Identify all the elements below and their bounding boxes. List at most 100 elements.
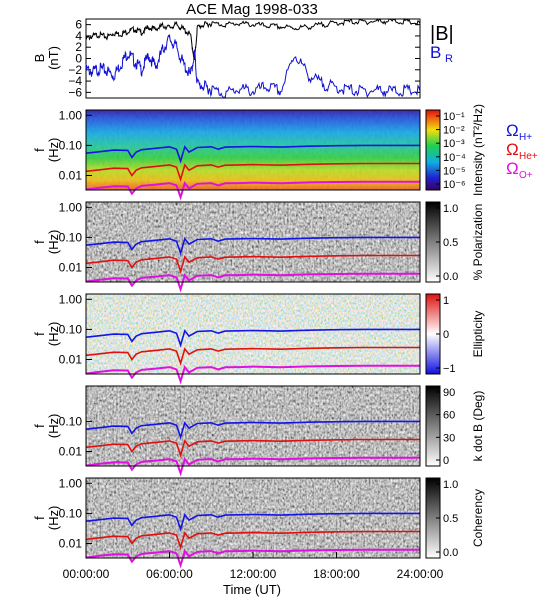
gyro-line-h — [85, 144, 420, 164]
y-tick-label: 0.01 — [59, 169, 83, 183]
gyro-line-o — [85, 272, 420, 293]
colorbar — [425, 109, 441, 191]
x-axis: 00:00:00 06:00:00 12:00:00 18:00:00 24:00:00 — [63, 552, 444, 581]
colorbar — [425, 385, 441, 467]
y-axis-label: f — [32, 148, 47, 152]
colorbar-tick-label: 10⁻² — [443, 125, 465, 137]
colorbar-tick-label: 0.0 — [443, 547, 458, 559]
panel-b-frame — [85, 18, 421, 99]
gray-texture — [86, 478, 420, 558]
ellipticity-texture — [86, 294, 420, 374]
b-y-tick-label: 2 — [75, 40, 82, 54]
b-total-line — [85, 17, 421, 60]
y-tick-label: 0.10 — [59, 506, 83, 520]
y-tick-label: 1.00 — [59, 292, 83, 306]
legend-b-r: B — [430, 43, 441, 62]
y-tick-label: 1.00 — [59, 108, 83, 122]
y-tick-label: 0.10 — [59, 414, 83, 428]
b-y-tick-label: −6 — [68, 85, 82, 99]
intensity-texture — [86, 110, 420, 190]
gyro-line-he — [85, 438, 420, 458]
colorbar-tick-label: 10⁻⁵ — [443, 165, 466, 177]
y-axis-label: f — [32, 424, 47, 428]
colorbar-label: k dot B (Deg) — [471, 391, 485, 462]
y-tick-label: 0.01 — [59, 445, 83, 459]
panel-frame — [85, 201, 421, 283]
b-radial-line — [85, 34, 421, 100]
gyro-line-he — [85, 346, 420, 366]
colorbar-tick-label: 1.0 — [443, 479, 458, 491]
x-tick-label: 24:00:00 — [397, 567, 444, 581]
gyro-line-o — [85, 180, 420, 201]
colorbar-label: Intensity (nT²/Hz) — [471, 104, 485, 196]
y-tick-label: 1.00 — [59, 200, 83, 214]
gyro-line-h — [85, 236, 420, 256]
b-y-tick-label: 4 — [75, 29, 82, 43]
panel-frame — [85, 385, 421, 467]
colorbar-tick-label: 90 — [443, 387, 455, 399]
gyro-line-he — [85, 254, 420, 274]
colorbar-tick-label: 0 — [443, 455, 449, 467]
panel-frame — [85, 293, 421, 375]
y-tick-label: 0.10 — [59, 230, 83, 244]
y-tick-label: 0.01 — [59, 537, 83, 551]
b-y-tick-label: −2 — [68, 63, 82, 77]
legend-omega-o: Ω — [506, 159, 519, 178]
colorbar-tick-label: 0.0 — [443, 271, 458, 283]
y-axis-label: f — [32, 332, 47, 336]
y-axis-unit: (Hz) — [46, 138, 61, 163]
colorbar-tick-label: 0.5 — [443, 513, 458, 525]
colorbar-label: Ellipticity — [471, 311, 485, 358]
spectral-panel-0: 1.00 0.10 0.01 f (Hz) 10⁻¹ 10⁻²10⁻³ 10⁻⁴10⁻⁵ 10⁻… — [32, 104, 485, 201]
gyro-line-o — [85, 364, 420, 385]
legend-omega-he: Ω — [506, 140, 519, 159]
y-axis-unit: (Hz) — [46, 322, 61, 347]
spectral-panel-3: 0.10 0.01 f (Hz) 90 60 30 0 k dot B (Deg) — [32, 385, 485, 477]
gyrofrequency-legend: Ω H+ Ω He+ Ω O+ — [506, 121, 538, 181]
legend-omega-o-sub: O+ — [519, 170, 533, 181]
b-y-tick-label: 0 — [75, 52, 82, 66]
colorbar-tick-label: −1 — [443, 363, 456, 375]
colorbar-tick-label: 10⁻⁶ — [443, 179, 466, 191]
b-y-axis-unit: (nT) — [46, 46, 61, 70]
spectral-panel-4: 1.00 0.10 0.01 f (Hz) 1.0 0.5 0.0 Coherency — [32, 476, 485, 569]
y-axis-label: f — [32, 240, 47, 244]
legend-omega-he-sub: He+ — [519, 151, 538, 162]
panel-frame — [85, 109, 421, 191]
legend-omega-h-sub: H+ — [519, 132, 532, 143]
figure-title: ACE Mag 1998-033 — [186, 1, 318, 18]
gyro-line-h — [85, 328, 420, 348]
b-y-axis-label: B — [32, 54, 47, 63]
spectral-panel-1: 1.00 0.10 0.01 f (Hz) 1.0 0.5 0.0 % Polarization — [32, 200, 485, 293]
x-axis-label: Time (UT) — [223, 582, 281, 597]
y-axis-unit: (Hz) — [46, 414, 61, 439]
colorbar-tick-label: 1 — [443, 295, 449, 307]
colorbar-tick-label: 10⁻⁴ — [443, 152, 466, 164]
x-tick-label: 12:00:00 — [230, 567, 277, 581]
colorbar-tick-label: 1.0 — [443, 203, 458, 215]
gyro-line-h — [85, 420, 420, 440]
colorbar-tick-label: 0 — [443, 329, 449, 341]
y-tick-label: 0.01 — [59, 353, 83, 367]
legend-b-total: |B| — [430, 23, 454, 45]
b-y-tick-label: −4 — [68, 74, 82, 88]
x-tick-label: 06:00:00 — [146, 567, 193, 581]
y-tick-label: 0.10 — [59, 138, 83, 152]
y-axis-unit: (Hz) — [46, 230, 61, 255]
legend-omega-h: Ω — [506, 121, 519, 140]
y-tick-label: 0.01 — [59, 261, 83, 275]
b-y-tick-label: 6 — [75, 18, 82, 32]
x-tick-label: 00:00:00 — [63, 567, 110, 581]
colorbar-tick-label: 30 — [443, 432, 455, 444]
gyro-line-he — [85, 162, 420, 182]
colorbar-label: Coherency — [471, 489, 485, 547]
y-axis-unit: (Hz) — [46, 506, 61, 531]
y-axis-label: f — [32, 516, 47, 520]
spectral-panel-2: 1.00 0.10 0.01 f (Hz) 1 0 −1 Ellipticity — [32, 292, 485, 385]
y-tick-label: 1.00 — [59, 476, 83, 490]
gray-texture — [86, 386, 420, 466]
colorbar-tick-label: 10⁻¹ — [443, 111, 465, 123]
